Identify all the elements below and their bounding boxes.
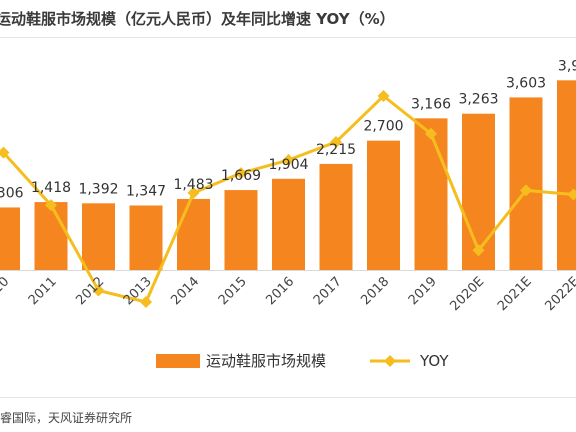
data-label-2010: 1,306 <box>0 185 24 201</box>
x-tick-2011: 2011 <box>26 274 60 308</box>
data-label-2011: 1,418 <box>31 180 71 196</box>
bar-2016 <box>272 178 305 270</box>
bar-series <box>0 80 576 271</box>
data-label-2014: 1,483 <box>173 177 213 193</box>
source-note: 睿国际，天风证券研究所 <box>0 411 133 425</box>
legend-label-bar: 运动鞋服市场规模 <box>206 352 326 370</box>
x-tick-2016: 2016 <box>263 274 297 308</box>
legend-marker-line <box>384 355 396 367</box>
x-tick-2019: 2019 <box>406 274 440 308</box>
legend: 运动鞋服市场规模 YOY <box>156 352 449 370</box>
x-tick-2017: 2017 <box>311 274 345 308</box>
bar-2019 <box>414 118 448 270</box>
legend-swatch-bar <box>156 354 200 368</box>
yoy-point-2021E <box>520 184 532 197</box>
x-tick-2018: 2018 <box>358 274 392 308</box>
yoy-point-2016 <box>282 154 295 167</box>
data-label-2016: 1,904 <box>268 157 308 173</box>
x-tick-2020E: 2020E <box>448 274 488 314</box>
chart-title: 运动鞋服市场规模（亿元人民币）及年同比增速 YOY（%） <box>0 10 395 28</box>
data-label-2015: 1,669 <box>221 168 261 184</box>
yoy-line-series <box>0 90 576 308</box>
data-label-2018: 2,700 <box>363 119 403 135</box>
x-tick-2015: 2015 <box>216 274 250 308</box>
yoy-point-2018 <box>377 90 390 102</box>
bar-2013 <box>129 205 163 270</box>
x-tick-2014: 2014 <box>168 274 202 308</box>
yoy-point-2020E <box>472 244 485 257</box>
bar-2017 <box>319 163 353 270</box>
bar-2014 <box>177 198 210 270</box>
bar-2020E <box>462 113 495 270</box>
yoy-point-2015 <box>235 167 247 180</box>
data-label-2020E: 3,263 <box>458 92 498 108</box>
x-tick-2022E: 2022E <box>543 274 576 314</box>
data-labels: 1,306 1,418 1,392 1,347 1,483 1,669 1,904 2,215… <box>0 58 576 201</box>
yoy-point-2013 <box>140 296 152 308</box>
data-label-2022E: 3,96 <box>558 58 576 74</box>
yoy-point-2014 <box>187 186 200 199</box>
yoy-point-2022E <box>567 188 576 201</box>
bar-2012 <box>82 203 115 270</box>
x-tick-2021E: 2021E <box>495 274 535 314</box>
bar-2011 <box>34 202 68 270</box>
bar-2010 <box>0 207 20 270</box>
bar-2022E <box>557 80 576 270</box>
yoy-point-2010 <box>0 146 10 159</box>
bar-2018 <box>367 140 400 270</box>
data-label-2012: 1,392 <box>78 181 118 197</box>
bar-2021E <box>509 97 543 271</box>
data-label-2021E: 3,603 <box>506 75 546 91</box>
yoy-point-2011 <box>45 199 57 212</box>
x-axis-ticks: 2010 2011 2012 2013 2014 2015 2016 2017 2018 2019… <box>0 274 576 314</box>
legend-label-line: YOY <box>419 352 449 370</box>
x-tick-2010: 2010 <box>0 274 12 308</box>
source-divider <box>0 397 576 398</box>
data-label-2019: 3,166 <box>411 96 451 112</box>
yoy-point-2017 <box>330 135 342 148</box>
yoy-point-2012 <box>92 284 105 297</box>
bar-2015 <box>224 190 258 270</box>
yoy-point-2019 <box>425 127 437 140</box>
data-label-2013: 1,347 <box>126 183 166 199</box>
data-label-2017: 2,215 <box>316 142 356 158</box>
title-divider <box>0 37 576 38</box>
